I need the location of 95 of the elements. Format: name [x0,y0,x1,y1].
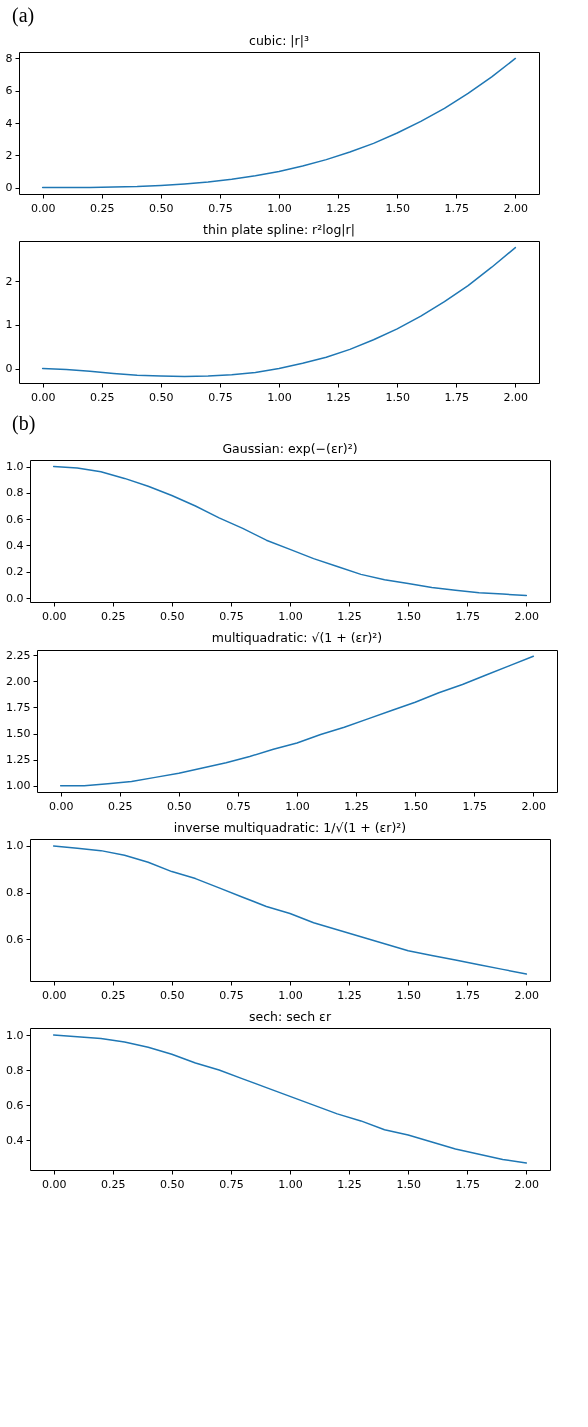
y-tick-label: 0.6 [6,512,24,526]
y-tick-label: 0.2 [6,565,24,579]
line-series [41,57,517,189]
x-tick-label: 2.00 [514,609,540,623]
x-tick-label: 1.50 [403,799,428,813]
x-tick-label: 2.00 [503,201,529,215]
y-tick-label: 0.8 [6,886,24,900]
x-tick-label: 1.25 [337,609,362,623]
x-tick-label: 1.50 [385,390,410,404]
y-tick-label: 1.25 [6,753,31,767]
x-tick-label: 0.75 [208,201,233,215]
y-tick-label: 0 [5,181,13,195]
x-tick-label: 0.00 [48,799,74,813]
x-tick-label: 0.00 [41,988,67,1002]
x-tick-label: 1.00 [267,201,292,215]
x-tick-label: 1.75 [455,1177,481,1191]
chart-title: Gaussian: exp(−(εr)²) [222,440,358,456]
x-tick-label: 2.00 [503,390,529,404]
x-tick-label: 2.00 [521,799,547,813]
x-tick-label: 0.50 [167,799,192,813]
chart-title: inverse multiquadratic: 1/√(1 + (εr)²) [173,819,407,835]
x-tick-label: 1.50 [385,201,410,215]
y-tick-label: 0.0 [6,591,24,605]
x-tick-label: 0.75 [226,799,251,813]
x-tick-label: 1.00 [278,1177,303,1191]
y-tick-label: 0.8 [6,1063,24,1077]
x-tick-label: 1.00 [285,799,310,813]
y-tick-label: 1.0 [6,460,24,474]
x-tick-label: 2.00 [514,988,540,1002]
x-tick-label: 0.25 [107,799,133,813]
x-tick-label: 0.00 [30,390,56,404]
x-tick-label: 1.50 [396,609,421,623]
x-tick-label: 1.25 [326,201,351,215]
x-tick-label: 1.75 [444,201,470,215]
x-tick-label: 1.00 [278,988,303,1002]
y-tick-label: 0.4 [6,538,24,552]
x-tick-label: 0.00 [41,1177,67,1191]
y-tick-label: 1.50 [6,727,31,741]
y-tick-label: 2.00 [6,674,31,688]
x-tick-label: 0.50 [160,988,185,1002]
y-tick-label: 1 [5,318,13,332]
y-tick-label: 6 [5,84,13,98]
x-tick-label: 0.50 [149,201,174,215]
x-tick-label: 0.75 [219,988,244,1002]
y-tick-label: 2 [5,274,13,288]
line-series [59,655,535,787]
x-tick-label: 0.50 [160,609,185,623]
y-tick-label: 0.4 [6,1133,24,1147]
x-tick-label: 0.75 [219,609,244,623]
chart-title: thin plate spline: r²log|r| [203,221,355,237]
y-tick-label: 0.8 [6,486,24,500]
x-tick-label: 1.25 [344,799,369,813]
x-tick-label: 0.75 [219,1177,244,1191]
x-tick-label: 0.00 [41,609,67,623]
x-tick-label: 0.00 [30,201,56,215]
x-tick-label: 1.75 [455,609,481,623]
y-tick-label: 1.0 [6,839,24,853]
y-tick-label: 1.00 [6,779,31,793]
line-series [41,246,517,378]
chart-title: sech: sech εr [248,1008,332,1024]
line-series [52,1034,528,1164]
x-tick-label: 0.50 [149,390,174,404]
y-tick-label: 0.6 [6,932,24,946]
x-tick-label: 0.25 [100,609,126,623]
x-tick-label: 0.25 [89,201,115,215]
y-tick-label: 0.6 [6,1098,24,1112]
x-tick-label: 1.50 [396,1177,421,1191]
x-tick-label: 1.50 [396,988,421,1002]
x-tick-label: 1.75 [462,799,488,813]
y-tick-label: 2 [5,148,13,162]
x-tick-label: 0.75 [208,390,233,404]
x-tick-label: 1.25 [326,390,351,404]
y-tick-label: 1.75 [6,700,31,714]
y-tick-label: 0 [5,362,13,376]
chart-title: multiquadratic: √(1 + (εr)²) [211,629,383,645]
x-tick-label: 1.25 [337,988,362,1002]
line-series [52,845,528,975]
x-tick-label: 0.25 [89,390,115,404]
x-tick-label: 1.75 [444,390,470,404]
x-tick-label: 1.25 [337,1177,362,1191]
y-tick-label: 1.0 [6,1028,24,1042]
x-tick-label: 0.25 [100,1177,126,1191]
chart-title: cubic: |r|³ [249,32,309,48]
text: (b) [11,411,37,437]
x-tick-label: 0.25 [100,988,126,1002]
x-tick-label: 2.00 [514,1177,540,1191]
x-tick-label: 0.50 [160,1177,185,1191]
y-tick-label: 8 [5,51,13,65]
y-tick-label: 2.25 [6,648,31,662]
line-series [52,465,528,597]
text: (a) [11,3,36,29]
x-tick-label: 1.75 [455,988,481,1002]
x-tick-label: 1.00 [278,609,303,623]
y-tick-label: 4 [5,116,13,130]
x-tick-label: 1.00 [267,390,292,404]
